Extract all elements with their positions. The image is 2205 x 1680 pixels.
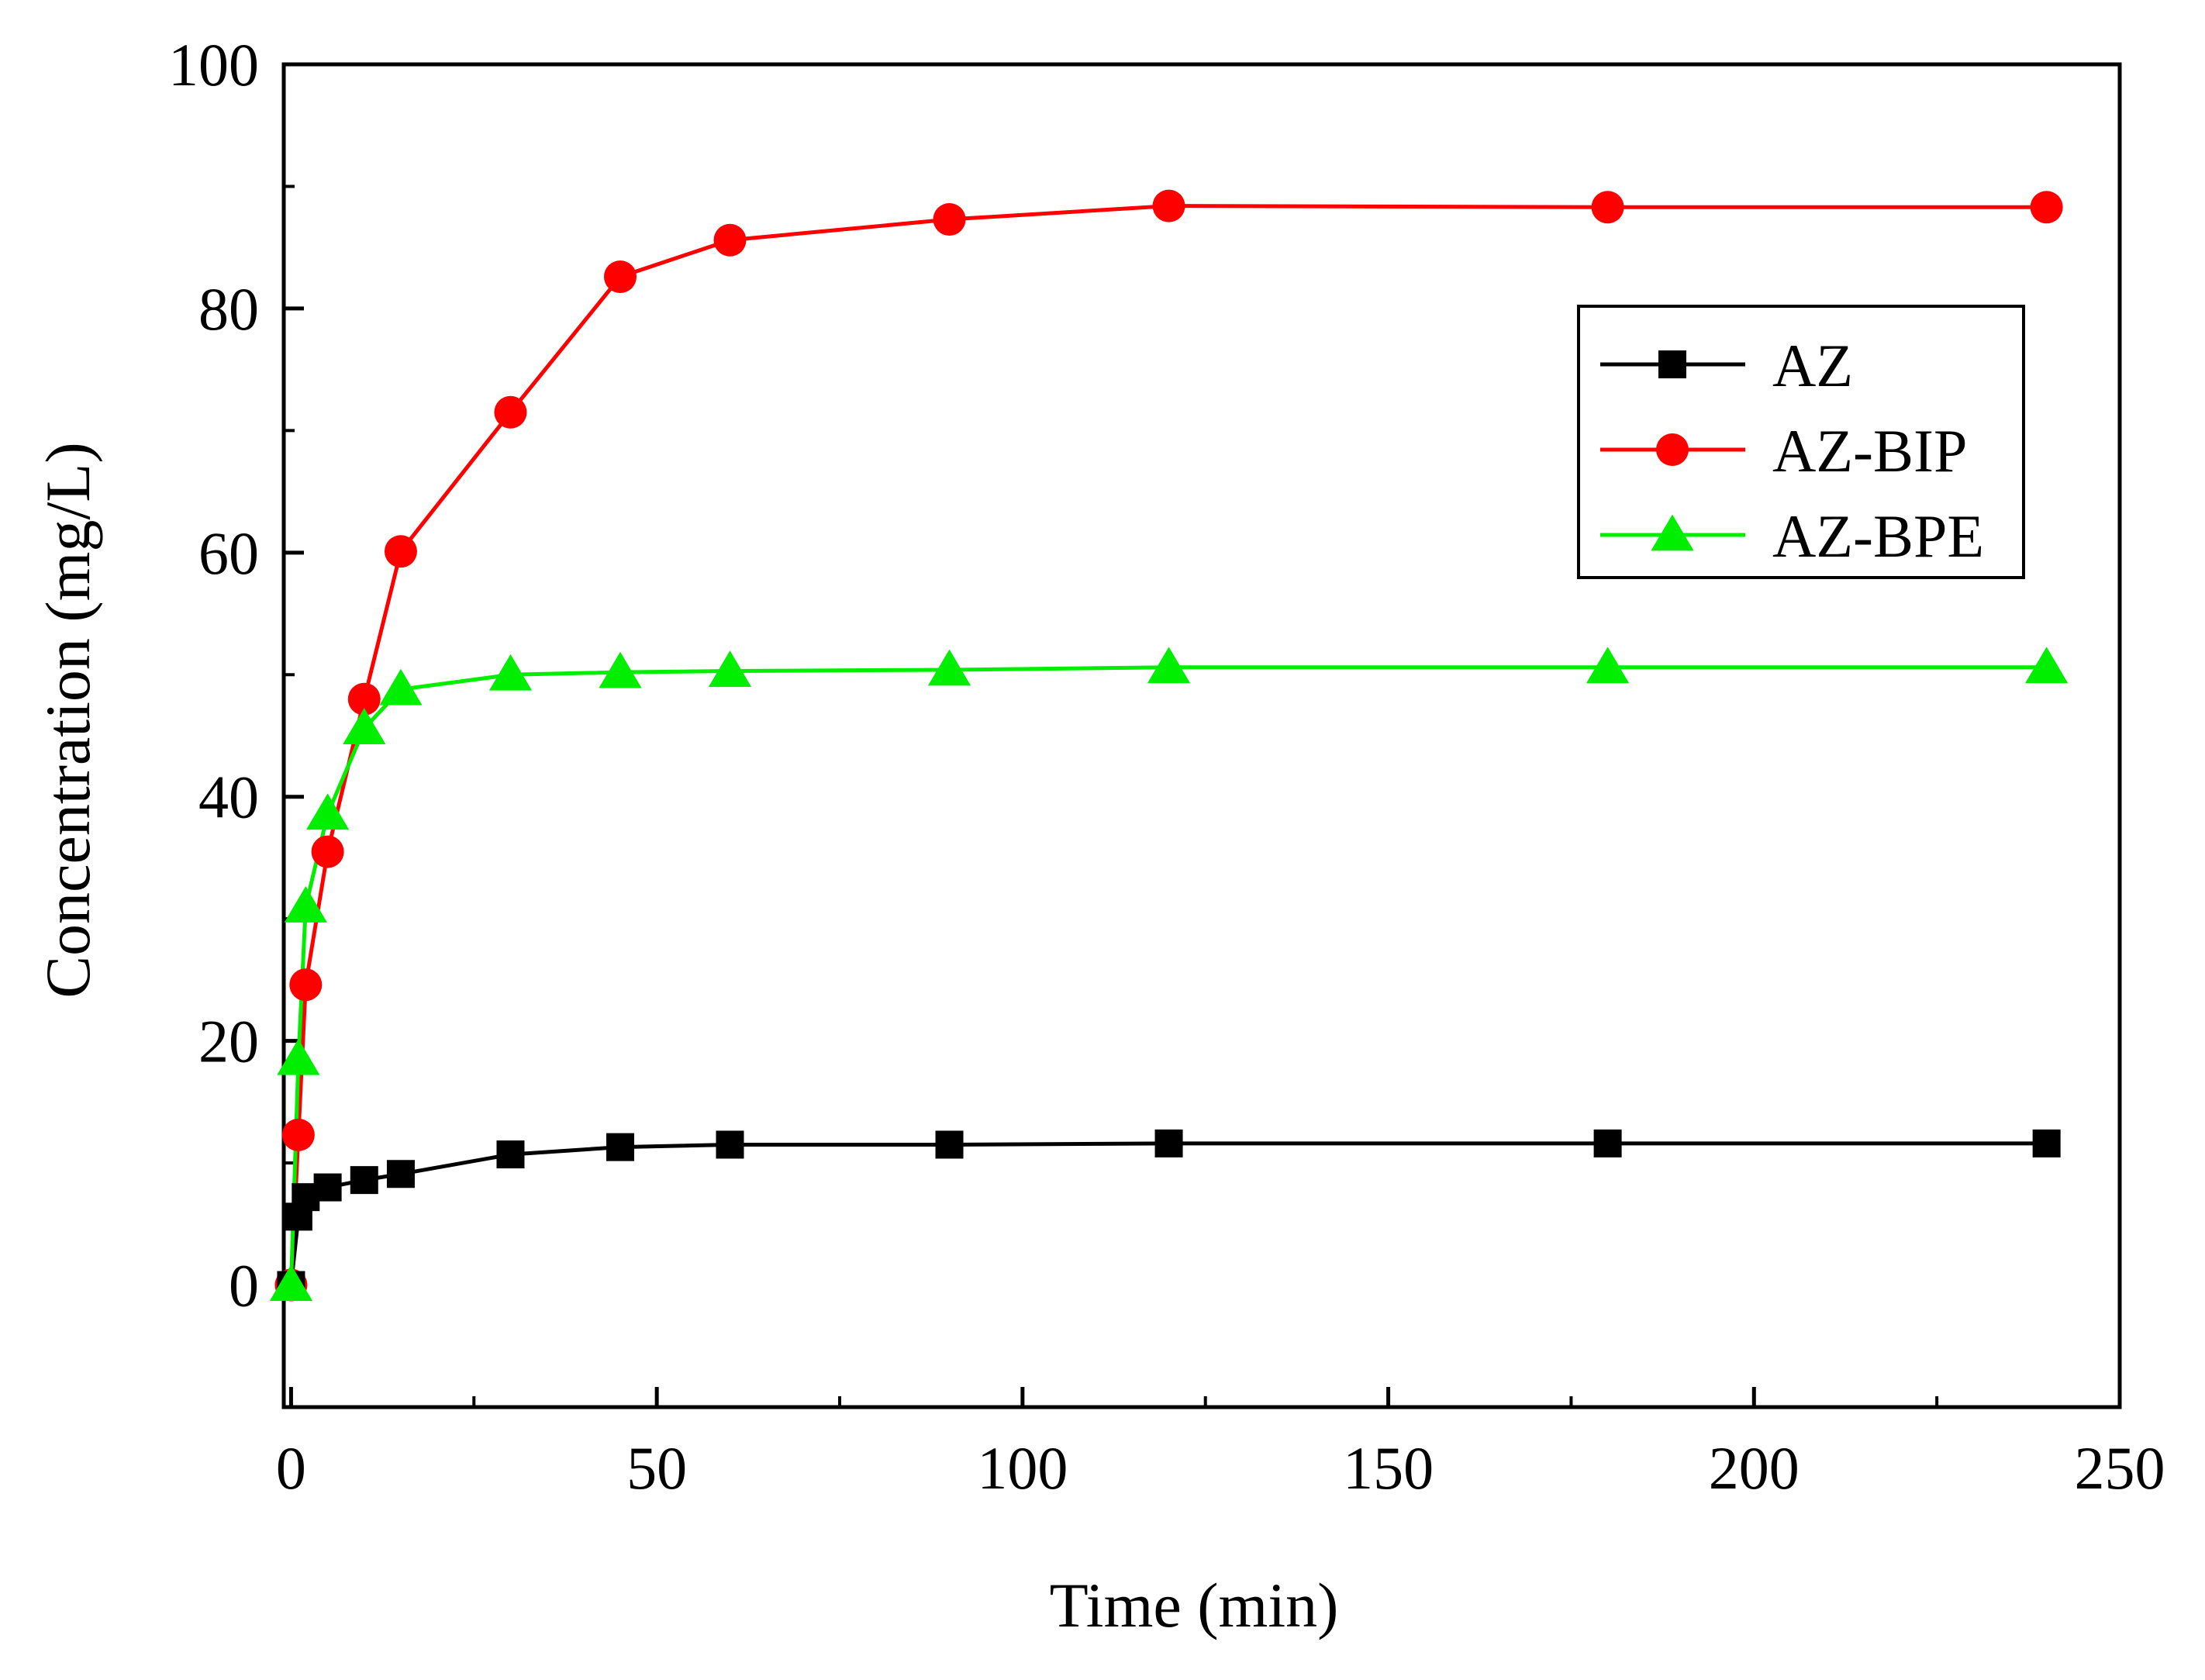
data-point-az-bip [603,260,637,293]
x-tick-label: 200 [1709,1434,1800,1502]
x-tick-label: 100 [977,1434,1068,1502]
data-point-az-bpe [599,651,642,688]
legend-marker-az [1658,350,1686,378]
data-point-az-bip [1152,189,1185,223]
data-point-az-bip [494,395,527,429]
data-point-az-bpe [379,668,423,705]
x-tick-label: 250 [2075,1434,2165,1502]
series-line-az [288,1141,2047,1285]
data-point-az [716,1130,744,1159]
data-point-az-bip [347,682,381,716]
data-point-az [1593,1129,1622,1157]
legend-marker-az-bip [1656,433,1689,466]
data-point-az-bip [311,835,344,868]
y-tick-label: 20 [198,1008,259,1075]
data-point-az-bpe [343,708,386,744]
data-point-az-bip [384,535,417,568]
y-axis-title: Concentration (mg/L) [33,442,103,998]
y-tick-label: 40 [198,764,259,831]
data-point-az-bip [713,223,747,257]
y-tick-label: 0 [229,1252,259,1320]
data-point-az-bpe [2025,647,2069,684]
series-line-az-bpe [288,665,2047,1285]
legend-label-az: AZ [1772,332,1853,399]
data-point-az [496,1140,525,1169]
data-point-az [313,1173,342,1202]
legend-box [1577,305,2025,579]
data-point-az-bpe [488,654,533,691]
data-point-az [606,1133,634,1161]
data-point-az-bip [933,202,966,236]
legend-label-az-bip: AZ-BIP [1772,417,1967,485]
data-point-az [2032,1129,2061,1157]
data-point-az-bpe [284,886,327,923]
x-tick-label: 150 [1343,1434,1434,1502]
data-point-az [386,1160,415,1188]
data-point-az [935,1130,964,1159]
legend-marker-az-bpe [1651,514,1694,551]
legend-label-az-bpe: AZ-BPE [1772,502,1984,570]
plot-frame [281,62,2122,1409]
y-tick-label: 60 [198,519,259,587]
data-point-az-bip [281,1118,315,1151]
x-tick-label: 0 [276,1434,306,1502]
data-point-az-bip [1591,191,1624,224]
data-point-az-bpe [1586,647,1630,684]
data-point-az [350,1166,378,1195]
data-point-az-bpe [306,793,350,830]
data-point-az-bpe [927,649,971,686]
data-point-az-bpe [1147,647,1191,684]
y-tick-label: 80 [198,275,259,343]
data-point-az [1154,1129,1183,1157]
y-tick-label: 100 [168,31,259,98]
x-axis-title: Time (min) [1050,1570,1339,1640]
data-point-az-bip [289,968,323,1002]
data-point-az-bpe [269,1264,313,1301]
data-point-az-bpe [277,1038,320,1075]
data-point-az-bip [2030,191,2063,224]
x-tick-label: 50 [626,1434,687,1502]
data-point-az-bpe [708,650,752,687]
